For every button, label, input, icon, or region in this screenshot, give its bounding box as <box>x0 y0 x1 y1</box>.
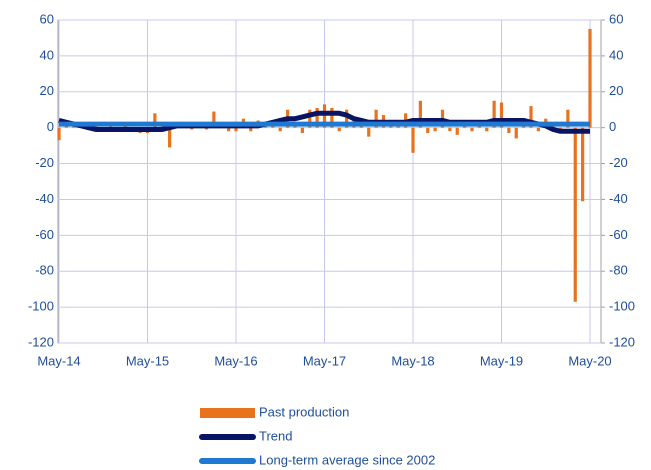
bar <box>507 127 511 134</box>
bar <box>485 127 489 132</box>
x-tick-label: May-19 <box>480 353 523 368</box>
bar <box>426 127 430 134</box>
y2-tick-label: -120 <box>609 334 635 349</box>
bar <box>94 125 98 128</box>
bar <box>418 100 422 128</box>
x-tick-label: May-18 <box>391 353 434 368</box>
y-tick-label: -20 <box>35 155 54 170</box>
bar <box>514 127 518 139</box>
bar <box>109 125 113 128</box>
y2-tick-label: 40 <box>609 47 623 62</box>
bar <box>190 127 194 130</box>
bar <box>300 127 304 134</box>
bar <box>153 113 157 128</box>
bar <box>433 127 437 132</box>
y-tick-label: 20 <box>40 83 54 98</box>
legend-label: Trend <box>259 428 292 443</box>
y2-tick-label: -100 <box>609 299 635 314</box>
y-tick-label: -100 <box>28 299 54 314</box>
bar <box>57 127 61 141</box>
bar <box>227 127 231 132</box>
y-tick-label: -80 <box>35 263 54 278</box>
legend-label: Past production <box>259 404 349 419</box>
bar <box>322 104 327 128</box>
bar <box>558 127 563 130</box>
bar <box>529 106 533 128</box>
bar <box>160 125 164 128</box>
line <box>58 110 590 134</box>
bar <box>249 127 253 132</box>
bar <box>477 125 481 128</box>
bar <box>455 127 459 135</box>
y-tick-label: -120 <box>28 334 54 349</box>
bar <box>411 127 415 153</box>
bar <box>308 109 312 128</box>
bar <box>374 109 378 128</box>
bar <box>522 125 526 128</box>
legend-label: Long-term average since 2002 <box>259 452 435 467</box>
x-tick-label: May-15 <box>126 353 169 368</box>
y2-tick-label: -60 <box>609 227 628 242</box>
y2-tick-label: -40 <box>609 191 628 206</box>
bar <box>566 109 570 128</box>
y2-tick-label: 0 <box>609 119 616 134</box>
bar <box>588 28 592 128</box>
y-tick-label: -40 <box>35 191 54 206</box>
y2-tick-label: -80 <box>609 263 628 278</box>
bar <box>536 127 540 132</box>
bar <box>367 127 371 137</box>
x-tick-label: May-14 <box>37 353 80 368</box>
y-tick-label: 0 <box>47 119 54 134</box>
y-tick-label: -60 <box>35 227 54 242</box>
y2-tick-label: -20 <box>609 155 628 170</box>
bar <box>581 127 585 202</box>
bar <box>345 109 349 128</box>
bar <box>330 107 334 128</box>
legend-swatch <box>200 408 255 418</box>
bar <box>492 100 496 128</box>
x-tick-label: May-20 <box>568 353 611 368</box>
bar <box>470 127 474 132</box>
bar <box>278 127 282 132</box>
bar <box>448 127 452 132</box>
bar <box>573 127 577 302</box>
x-tick-label: May-16 <box>214 353 257 368</box>
y-tick-label: 60 <box>40 11 54 26</box>
bar <box>212 111 216 128</box>
bar <box>389 125 393 128</box>
bar <box>168 127 172 148</box>
bar <box>234 127 238 132</box>
plot-frame <box>57 19 602 344</box>
bar <box>204 127 209 130</box>
y-tick-label: 40 <box>40 47 54 62</box>
x-tick-label: May-17 <box>303 353 346 368</box>
bar <box>499 102 504 128</box>
y2-tick-label: 60 <box>609 11 623 26</box>
bar <box>263 125 268 128</box>
y2-tick-label: 20 <box>609 83 623 98</box>
bar <box>337 127 341 132</box>
bar <box>315 107 319 128</box>
